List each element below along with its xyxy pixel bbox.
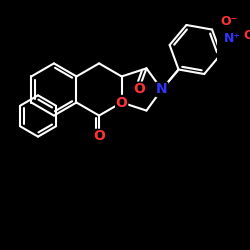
Text: O: O	[244, 28, 250, 42]
Text: N⁺: N⁺	[224, 32, 241, 44]
Text: O: O	[116, 96, 128, 110]
Text: O⁻: O⁻	[221, 15, 238, 28]
Text: N: N	[156, 82, 168, 96]
Text: O: O	[93, 130, 105, 143]
Text: O: O	[133, 82, 145, 96]
